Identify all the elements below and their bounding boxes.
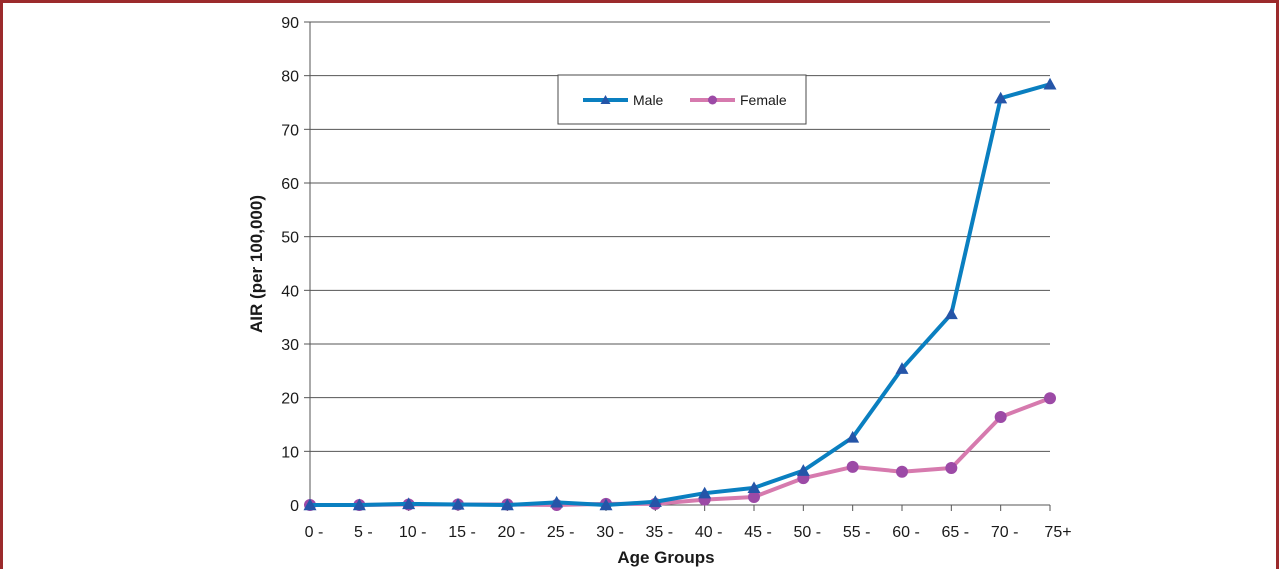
legend-marker-male xyxy=(600,95,611,104)
x-tick-label: 20 - xyxy=(498,524,526,541)
point-male xyxy=(1043,77,1057,90)
y-tick-label: 30 xyxy=(281,337,299,354)
point-male xyxy=(402,497,416,510)
y-tick-label: 10 xyxy=(281,444,299,461)
x-tick-label: 60 - xyxy=(892,524,920,541)
point-male xyxy=(944,307,958,320)
x-axis-label: Age Groups xyxy=(617,548,714,567)
point-female xyxy=(896,465,908,478)
y-tick-labels: 0 10 20 30 40 50 60 70 80 90 xyxy=(281,15,299,515)
point-male xyxy=(698,486,712,499)
y-tick-label: 40 xyxy=(281,283,299,300)
legend-marker-female xyxy=(708,95,717,105)
y-tick-label: 20 xyxy=(281,391,299,408)
x-tick-label: 50 - xyxy=(794,524,822,541)
point-male xyxy=(895,362,909,374)
x-tick-labels: 0 - 5 - 10 - 15 - 20 - 25 - 30 - 35 - 40 - 45 - 50… xyxy=(305,524,1072,541)
y-axis-label: AIR (per 100,000) xyxy=(247,195,266,333)
x-tick-label: 5 - xyxy=(354,524,373,541)
y-tick-label: 90 xyxy=(281,15,299,32)
point-male xyxy=(352,498,366,511)
x-tick-label: 75+ xyxy=(1044,524,1071,541)
y-tick-label: 60 xyxy=(281,176,299,193)
point-male xyxy=(500,498,514,511)
point-male xyxy=(846,430,860,443)
x-tick-label: 40 - xyxy=(695,524,723,541)
point-male xyxy=(994,91,1008,104)
x-tick-label: 30 - xyxy=(596,524,624,541)
x-tick-label: 70 - xyxy=(991,524,1019,541)
point-male xyxy=(796,464,810,476)
x-tick-label: 35 - xyxy=(646,524,674,541)
point-male xyxy=(303,498,317,511)
point-male xyxy=(451,497,465,510)
point-male xyxy=(550,495,564,508)
x-tick-label: 55 - xyxy=(843,524,871,541)
point-female xyxy=(945,461,958,474)
point-female xyxy=(846,460,859,473)
x-tick-label: 10 - xyxy=(399,524,427,541)
point-female xyxy=(748,490,760,503)
legend-label-female: Female xyxy=(740,92,787,108)
x-tick-label: 65 - xyxy=(942,524,970,541)
series-layer xyxy=(303,77,1057,511)
x-tick-label: 45 - xyxy=(744,524,772,541)
y-tick-label: 0 xyxy=(290,498,299,515)
point-female xyxy=(1044,392,1056,405)
series-line-male xyxy=(310,82,1051,507)
x-tick-label: 15 - xyxy=(448,524,476,541)
x-tick-label: 0 - xyxy=(305,524,324,541)
legend: Male Female xyxy=(557,74,807,125)
legend-label-male: Male xyxy=(633,92,664,108)
y-tick-label: 80 xyxy=(281,69,299,86)
point-male xyxy=(747,481,761,494)
y-tick-label: 50 xyxy=(281,230,299,247)
point-male xyxy=(648,495,662,507)
point-female xyxy=(994,410,1007,423)
point-male xyxy=(599,498,613,511)
y-tick-label: 70 xyxy=(281,122,299,139)
x-tick-label: 25 - xyxy=(547,524,575,541)
